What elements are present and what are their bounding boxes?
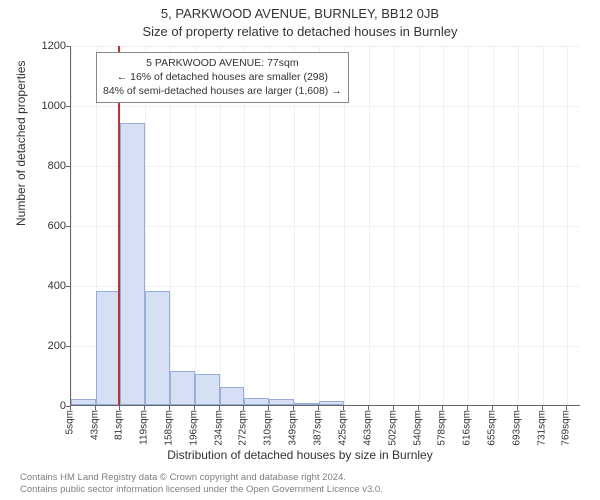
y-axis-label: Number of detached properties bbox=[14, 61, 28, 226]
x-tick-label: 310sqm bbox=[263, 410, 274, 446]
x-tick-label: 425sqm bbox=[337, 410, 348, 446]
histogram-bar bbox=[294, 403, 319, 405]
x-tick-label: 43sqm bbox=[89, 410, 100, 440]
x-tick-label: 655sqm bbox=[487, 410, 498, 446]
histogram-bar bbox=[71, 399, 96, 405]
y-tick-label: 400 bbox=[16, 280, 66, 292]
legend-line-2: ← 16% of detached houses are smaller (29… bbox=[103, 70, 342, 84]
histogram-bar bbox=[195, 374, 220, 406]
y-tick-label: 200 bbox=[16, 340, 66, 352]
y-tick-mark bbox=[66, 46, 70, 47]
chart-container: 5, PARKWOOD AVENUE, BURNLEY, BB12 0JB Si… bbox=[0, 0, 600, 500]
x-tick-label: 502sqm bbox=[387, 410, 398, 446]
histogram-bar bbox=[319, 401, 344, 406]
x-axis-label: Distribution of detached houses by size … bbox=[0, 448, 600, 462]
x-tick-label: 119sqm bbox=[139, 410, 150, 445]
chart-title-address: 5, PARKWOOD AVENUE, BURNLEY, BB12 0JB bbox=[0, 6, 600, 21]
x-tick-label: 196sqm bbox=[189, 410, 200, 446]
histogram-bar bbox=[220, 387, 245, 405]
x-tick-label: 387sqm bbox=[313, 410, 324, 446]
legend-box: 5 PARKWOOD AVENUE: 77sqm ← 16% of detach… bbox=[96, 52, 349, 103]
histogram-bar bbox=[120, 123, 145, 405]
footer-line-2: Contains public sector information licen… bbox=[20, 484, 383, 496]
x-tick-label: 693sqm bbox=[511, 410, 522, 446]
y-tick-label: 800 bbox=[16, 160, 66, 172]
x-tick-label: 540sqm bbox=[412, 410, 423, 446]
x-tick-label: 769sqm bbox=[561, 410, 572, 446]
legend-line-1: 5 PARKWOOD AVENUE: 77sqm bbox=[103, 56, 342, 70]
gridline-v bbox=[71, 46, 72, 405]
gridline-h bbox=[71, 226, 580, 227]
y-tick-label: 0 bbox=[16, 400, 66, 412]
footer-line-1: Contains HM Land Registry data © Crown c… bbox=[20, 472, 383, 484]
x-tick-label: 272sqm bbox=[238, 410, 249, 446]
y-tick-label: 1200 bbox=[16, 40, 66, 52]
gridline-v bbox=[394, 46, 395, 405]
gridline-v bbox=[567, 46, 568, 405]
y-tick-label: 1000 bbox=[16, 100, 66, 112]
legend-line-3: 84% of semi-detached houses are larger (… bbox=[103, 84, 342, 98]
x-tick-label: 158sqm bbox=[164, 410, 175, 446]
x-tick-label: 349sqm bbox=[288, 410, 299, 446]
histogram-bar bbox=[145, 291, 170, 405]
y-tick-mark bbox=[66, 166, 70, 167]
y-tick-mark bbox=[66, 346, 70, 347]
x-tick-label: 616sqm bbox=[461, 410, 472, 446]
footer-attribution: Contains HM Land Registry data © Crown c… bbox=[20, 472, 383, 496]
gridline-h bbox=[71, 46, 580, 47]
histogram-bar bbox=[170, 371, 195, 406]
gridline-v bbox=[419, 46, 420, 405]
gridline-v bbox=[518, 46, 519, 405]
gridline-v bbox=[443, 46, 444, 405]
x-tick-label: 81sqm bbox=[114, 410, 125, 440]
x-tick-label: 5sqm bbox=[65, 410, 76, 434]
gridline-h bbox=[71, 286, 580, 287]
gridline-h bbox=[71, 106, 580, 107]
gridline-v bbox=[543, 46, 544, 405]
x-tick-label: 463sqm bbox=[362, 410, 373, 446]
gridline-v bbox=[493, 46, 494, 405]
x-tick-label: 578sqm bbox=[437, 410, 448, 446]
x-tick-label: 731sqm bbox=[536, 410, 547, 446]
y-tick-mark bbox=[66, 226, 70, 227]
y-tick-label: 600 bbox=[16, 220, 66, 232]
y-tick-mark bbox=[66, 286, 70, 287]
y-tick-mark bbox=[66, 106, 70, 107]
histogram-bar bbox=[96, 291, 121, 405]
chart-title-description: Size of property relative to detached ho… bbox=[0, 24, 600, 39]
histogram-bar bbox=[269, 399, 294, 405]
gridline-h bbox=[71, 166, 580, 167]
gridline-v bbox=[468, 46, 469, 405]
gridline-v bbox=[369, 46, 370, 405]
histogram-bar bbox=[244, 398, 269, 406]
x-tick-label: 234sqm bbox=[213, 410, 224, 446]
